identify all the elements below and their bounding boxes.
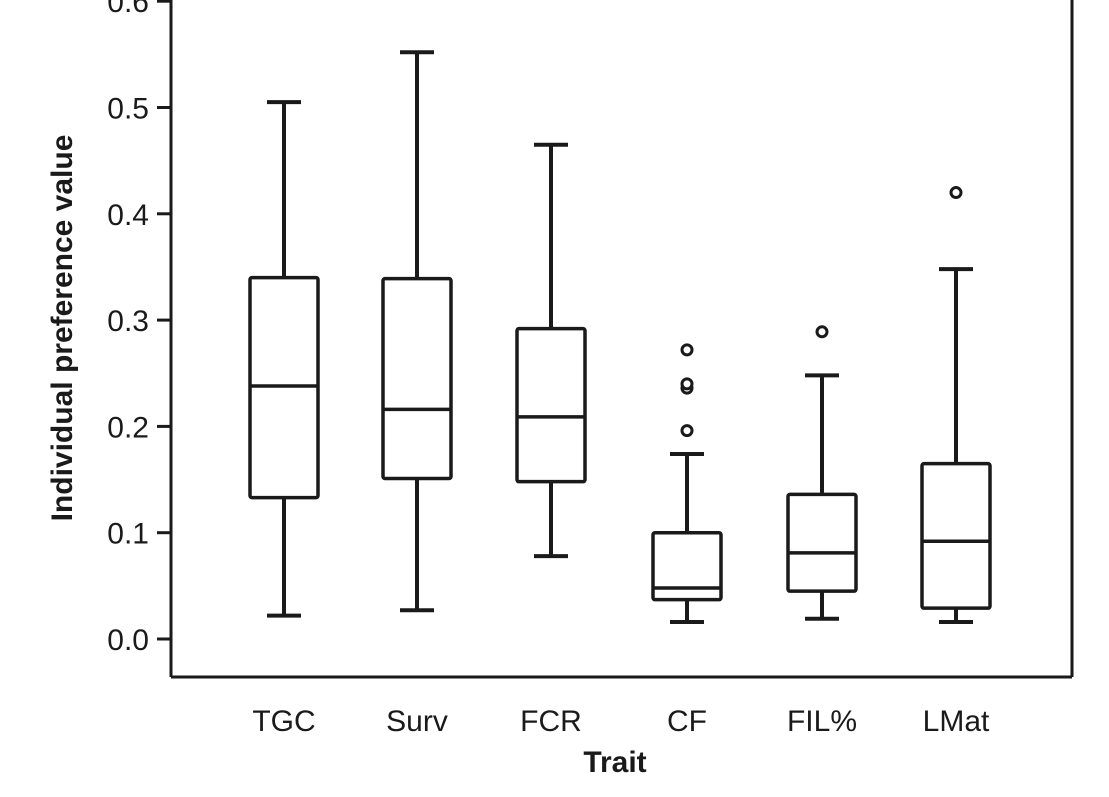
box-group bbox=[515, 142, 587, 559]
y-tick-label: 0.3 bbox=[107, 305, 149, 338]
y-ticks: 0.0 0.1 0.2 0.3 0.4 0.5 0.6 bbox=[107, 0, 171, 657]
y-tick-label: 0.6 bbox=[107, 0, 149, 19]
iqr-box bbox=[920, 461, 992, 610]
x-tick-labels: TGC Surv FCR CF FIL% LMat bbox=[252, 705, 990, 738]
outlier-point bbox=[949, 186, 963, 200]
box-group bbox=[786, 325, 858, 621]
iqr-box bbox=[515, 326, 587, 484]
y-tick-label: 0.4 bbox=[107, 199, 149, 232]
y-axis-title: Individual preference value bbox=[46, 135, 79, 522]
plot-frame bbox=[169, 0, 1074, 679]
y-tick-label: 0.1 bbox=[107, 518, 149, 551]
x-tick-label: FCR bbox=[520, 705, 582, 738]
x-tick-label: CF bbox=[667, 705, 707, 738]
y-tick-label: 0.2 bbox=[107, 411, 149, 444]
outlier-point bbox=[680, 377, 694, 391]
x-tick-label: LMat bbox=[923, 705, 990, 738]
iqr-box bbox=[381, 276, 453, 481]
y-tick-label: 0.5 bbox=[107, 93, 149, 126]
x-tick-label: FIL% bbox=[787, 705, 857, 738]
outlier-point bbox=[815, 325, 829, 339]
x-axis-title: Trait bbox=[583, 746, 646, 779]
box-group bbox=[248, 100, 320, 618]
outlier-point bbox=[680, 424, 694, 438]
x-tick-label: Surv bbox=[386, 705, 448, 738]
outlier-point bbox=[680, 343, 694, 357]
x-tick-label: TGC bbox=[252, 705, 315, 738]
box-group bbox=[651, 343, 723, 624]
box-group bbox=[381, 50, 453, 613]
iqr-box bbox=[651, 530, 723, 602]
boxes bbox=[248, 50, 992, 624]
box-group bbox=[920, 186, 992, 624]
y-tick-label: 0.0 bbox=[107, 624, 149, 657]
iqr-box bbox=[786, 492, 858, 593]
